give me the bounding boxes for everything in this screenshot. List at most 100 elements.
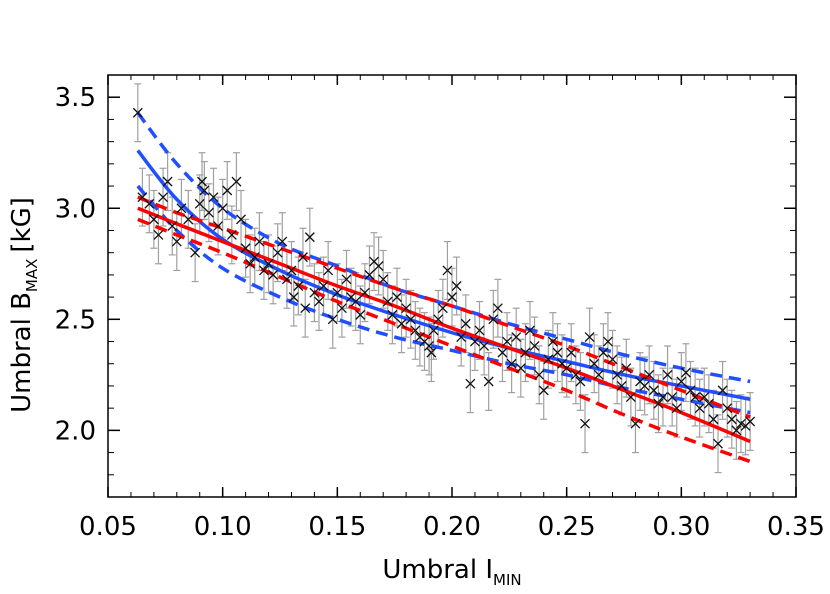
x-tick-label: 0.25 [538, 512, 596, 542]
data-point [680, 367, 691, 378]
data-point [272, 247, 283, 258]
x-axis-title-sub: MIN [493, 571, 522, 589]
data-point [447, 292, 457, 303]
x-tick-label: 0.30 [652, 512, 710, 542]
data-point [612, 369, 623, 380]
data-point [148, 214, 159, 225]
data-point [373, 261, 384, 271]
y-tick-label: 2.5 [55, 305, 96, 335]
data-point [433, 314, 444, 325]
data-point [442, 265, 453, 276]
red-lower-bound-line [137, 217, 751, 464]
data-point [382, 296, 393, 307]
errorbar-layer [134, 83, 754, 474]
data-point [176, 203, 187, 214]
data-point [190, 247, 201, 258]
y-tick-label: 3.0 [55, 194, 96, 224]
y-axis-title-unit: [kG] [7, 197, 37, 253]
data-point [281, 274, 292, 285]
data-point [153, 229, 164, 240]
data-point [428, 325, 439, 336]
data-point [392, 292, 402, 303]
data-point [515, 363, 526, 374]
data-point [158, 192, 168, 203]
data-point [355, 309, 366, 320]
data-point [474, 325, 485, 336]
x-axis-title: Umbral IMIN [382, 555, 521, 589]
data-point [277, 236, 288, 247]
data-point [694, 403, 705, 414]
x-tick-label: 0.10 [194, 512, 252, 542]
data-point [511, 332, 522, 343]
data-point [236, 214, 246, 225]
data-point [488, 314, 499, 325]
data-point [424, 341, 435, 351]
x-tick-label: 0.20 [423, 512, 481, 542]
data-point [309, 287, 320, 298]
data-point [671, 403, 682, 414]
data-point [525, 325, 535, 336]
data-point [378, 274, 389, 285]
red-fit-line [137, 206, 751, 444]
data-point [249, 252, 260, 263]
data-point [350, 296, 361, 307]
data-point [194, 198, 205, 209]
data-point [451, 281, 462, 291]
data-point [589, 358, 600, 369]
data-point [639, 380, 650, 391]
data-point [676, 376, 687, 387]
data-point [217, 203, 228, 214]
data-point [364, 269, 375, 280]
data-point [745, 416, 756, 427]
data-point [226, 229, 237, 240]
data-point [726, 414, 737, 425]
data-point [132, 107, 143, 118]
data-point [396, 318, 407, 329]
y-axis-title: Umbral BMAX [kG] [7, 197, 41, 413]
data-point [658, 392, 668, 403]
data-point [580, 418, 590, 429]
data-point [552, 347, 563, 358]
data-point [616, 380, 627, 391]
y-axis-title-main: Umbral B [7, 292, 37, 413]
y-axis-title-sub: MAX [23, 259, 41, 292]
data-point [258, 265, 269, 276]
data-point [323, 265, 334, 276]
data-point [327, 314, 338, 325]
data-point [593, 369, 604, 380]
data-point [240, 243, 251, 254]
data-point [547, 336, 558, 347]
data-point [293, 281, 304, 291]
data-point [662, 369, 673, 380]
data-point [456, 332, 467, 343]
data-point [717, 385, 728, 396]
x-tick-label: 0.05 [79, 512, 137, 542]
data-point [288, 292, 299, 303]
marker-layer [132, 107, 756, 449]
blue-lower-bound-line [136, 184, 751, 415]
data-point [300, 303, 311, 314]
data-point [506, 358, 517, 369]
data-point [304, 232, 315, 243]
data-point [231, 176, 242, 187]
data-point [465, 378, 476, 389]
data-point [314, 296, 324, 307]
data-point [703, 398, 714, 409]
data-point [268, 269, 279, 280]
data-point [690, 392, 701, 403]
data-point [529, 341, 540, 351]
y-tick-label: 2.0 [55, 416, 96, 446]
y-tick-label: 3.5 [55, 83, 96, 113]
data-point [297, 252, 308, 263]
data-point [561, 363, 572, 374]
data-point [410, 325, 421, 336]
data-point [644, 369, 655, 380]
data-point [685, 385, 696, 396]
data-point [318, 281, 329, 291]
axis-ticks [107, 74, 797, 497]
data-point [543, 354, 554, 365]
data-point [479, 341, 490, 351]
data-point [208, 192, 219, 203]
data-point [602, 336, 613, 347]
data-point [263, 258, 274, 269]
